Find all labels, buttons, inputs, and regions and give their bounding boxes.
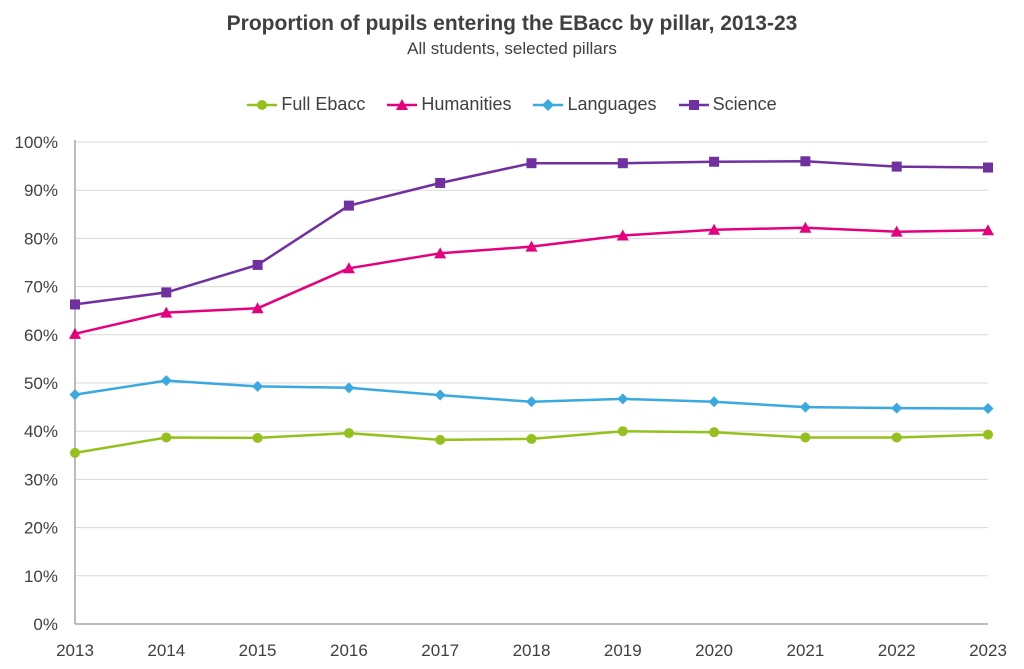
chart-subtitle: All students, selected pillars — [407, 39, 617, 58]
legend-label: Full Ebacc — [281, 94, 366, 114]
data-point — [343, 200, 354, 211]
y-tick-label: 100% — [15, 133, 58, 152]
data-point — [708, 396, 720, 408]
data-point — [252, 259, 263, 270]
data-point — [616, 229, 629, 241]
data-point — [982, 403, 994, 415]
data-point — [161, 432, 172, 443]
series-line — [74, 160, 989, 306]
data-point — [343, 428, 354, 439]
y-tick-label: 50% — [24, 374, 58, 393]
data-point — [252, 380, 264, 392]
chart-legend: Full Ebacc Humanities Languages Science — [0, 94, 1024, 115]
y-tick-label: 40% — [24, 422, 58, 441]
x-tick-label: 2019 — [604, 641, 642, 660]
y-tick-label: 10% — [24, 567, 58, 586]
data-point — [617, 426, 628, 437]
data-point — [526, 396, 537, 408]
y-tick-label: 60% — [24, 326, 58, 345]
y-tick-label: 70% — [24, 278, 58, 297]
data-point — [526, 158, 537, 169]
data-point — [800, 156, 811, 167]
x-tick-label: 2020 — [695, 641, 733, 660]
legend-marker-triangle-icon — [387, 98, 418, 110]
data-point — [982, 224, 994, 236]
data-point — [526, 433, 537, 444]
x-tick-label: 2016 — [330, 641, 368, 660]
data-point — [709, 427, 720, 438]
data-point — [70, 447, 80, 458]
data-point — [70, 299, 80, 310]
data-point — [891, 432, 902, 443]
data-point — [434, 389, 446, 401]
data-point — [800, 432, 811, 443]
data-point — [891, 161, 902, 172]
legend-item-humanities: Humanities — [387, 94, 511, 115]
x-tick-label: 2023 — [969, 641, 1007, 660]
x-tick-label: 2015 — [239, 641, 277, 660]
data-point — [525, 240, 538, 252]
legend-label: Languages — [567, 94, 657, 114]
x-tick-label: 2018 — [513, 641, 551, 660]
legend-label: Science — [712, 94, 777, 114]
data-point — [617, 393, 629, 405]
x-tick-label: 2014 — [147, 641, 185, 660]
legend-item-full-ebacc: Full Ebacc — [247, 94, 365, 115]
data-point — [160, 375, 172, 387]
data-point — [69, 389, 81, 401]
data-point — [343, 382, 355, 394]
data-point — [890, 225, 903, 237]
legend-marker-diamond-icon — [533, 98, 564, 111]
data-point — [434, 247, 447, 259]
legend-item-science: Science — [678, 94, 777, 115]
data-point — [983, 429, 993, 440]
chart-title: Proportion of pupils entering the EBacc … — [226, 12, 798, 35]
data-point — [435, 177, 446, 188]
data-point — [342, 262, 355, 274]
x-tick-label: 2017 — [421, 641, 459, 660]
x-tick-label: 2021 — [786, 641, 824, 660]
x-tick-label: 2013 — [56, 641, 94, 660]
data-point — [799, 221, 812, 233]
data-point — [161, 287, 172, 298]
data-point — [252, 432, 263, 443]
y-tick-label: 0% — [33, 615, 58, 634]
data-point — [160, 306, 173, 318]
data-point — [708, 223, 721, 235]
data-point — [617, 158, 628, 169]
y-tick-label: 30% — [24, 470, 58, 489]
data-point — [891, 402, 903, 414]
x-tick-label: 2022 — [878, 641, 916, 660]
legend-marker-circle-icon — [247, 99, 278, 110]
data-point — [69, 327, 81, 339]
data-point — [983, 162, 993, 173]
data-point — [799, 401, 811, 413]
legend-label: Humanities — [421, 94, 512, 114]
data-point — [435, 434, 446, 445]
y-tick-label: 20% — [24, 519, 58, 538]
legend-item-languages: Languages — [533, 94, 657, 115]
legend-marker-square-icon — [678, 99, 709, 110]
data-point — [709, 156, 720, 167]
y-tick-label: 80% — [24, 229, 58, 248]
data-point — [251, 302, 264, 314]
y-tick-label: 90% — [24, 181, 58, 200]
